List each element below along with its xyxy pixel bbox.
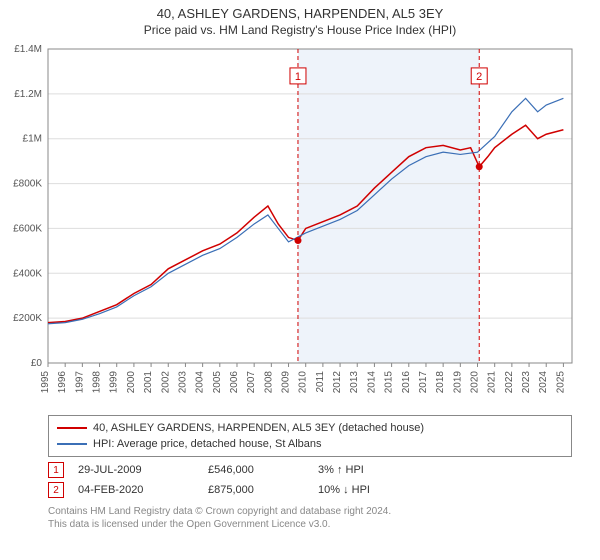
svg-text:£0: £0 — [31, 358, 43, 369]
svg-text:2021: 2021 — [487, 371, 498, 394]
svg-text:2008: 2008 — [263, 371, 274, 394]
event-price: £875,000 — [208, 484, 318, 496]
svg-text:2025: 2025 — [555, 371, 566, 394]
svg-text:1995: 1995 — [40, 371, 51, 394]
svg-text:2019: 2019 — [452, 371, 463, 394]
svg-text:£400K: £400K — [13, 268, 42, 279]
chart-title: 40, ASHLEY GARDENS, HARPENDEN, AL5 3EY — [0, 0, 600, 21]
event-date: 04-FEB-2020 — [78, 484, 208, 496]
svg-text:1: 1 — [295, 71, 301, 83]
legend-swatch — [57, 427, 87, 429]
svg-text:1997: 1997 — [74, 371, 85, 394]
svg-text:2010: 2010 — [298, 371, 309, 394]
svg-text:£1.2M: £1.2M — [14, 89, 42, 100]
svg-text:2009: 2009 — [281, 371, 292, 394]
svg-text:2: 2 — [476, 71, 482, 83]
svg-text:£1M: £1M — [23, 134, 42, 145]
event-price: £546,000 — [208, 464, 318, 476]
event-date: 29-JUL-2009 — [78, 464, 208, 476]
event-pct: 3% ↑ HPI — [318, 464, 448, 476]
svg-text:1996: 1996 — [57, 371, 68, 394]
svg-text:2020: 2020 — [470, 371, 481, 394]
footer-line: This data is licensed under the Open Gov… — [48, 518, 572, 531]
footer-line: Contains HM Land Registry data © Crown c… — [48, 505, 572, 518]
svg-text:1999: 1999 — [109, 371, 120, 394]
svg-text:2022: 2022 — [504, 371, 515, 394]
legend-item: HPI: Average price, detached house, St A… — [57, 436, 563, 452]
line-chart-svg: £0 £200K £400K £600K £800K £1M £1.2M £1.4M 1995 1… — [0, 41, 600, 411]
svg-text:2005: 2005 — [212, 371, 223, 394]
footer-attribution: Contains HM Land Registry data © Crown c… — [48, 505, 572, 531]
legend-item: 40, ASHLEY GARDENS, HARPENDEN, AL5 3EY (… — [57, 420, 563, 436]
svg-text:2014: 2014 — [366, 371, 377, 394]
svg-text:2001: 2001 — [143, 371, 154, 394]
event-row: 1 29-JUL-2009 £546,000 3% ↑ HPI — [48, 461, 572, 479]
svg-text:2013: 2013 — [349, 371, 360, 394]
svg-text:2007: 2007 — [246, 371, 257, 394]
svg-text:2003: 2003 — [177, 371, 188, 394]
svg-text:2004: 2004 — [195, 371, 206, 394]
svg-text:2006: 2006 — [229, 371, 240, 394]
event-marker-badge: 2 — [48, 482, 64, 498]
svg-text:£600K: £600K — [13, 223, 42, 234]
svg-text:2012: 2012 — [332, 371, 343, 394]
svg-text:£1.4M: £1.4M — [14, 44, 42, 55]
event-pct: 10% ↓ HPI — [318, 484, 448, 496]
svg-text:2015: 2015 — [384, 371, 395, 394]
legend: 40, ASHLEY GARDENS, HARPENDEN, AL5 3EY (… — [48, 415, 572, 457]
event-marker-badge: 1 — [48, 462, 64, 478]
legend-label: HPI: Average price, detached house, St A… — [93, 438, 322, 450]
chart-subtitle: Price paid vs. HM Land Registry's House … — [0, 21, 600, 41]
event-row: 2 04-FEB-2020 £875,000 10% ↓ HPI — [48, 481, 572, 499]
svg-text:2023: 2023 — [521, 371, 532, 394]
svg-text:£800K: £800K — [13, 179, 42, 190]
svg-text:2000: 2000 — [126, 371, 137, 394]
chart-plot-area: £0 £200K £400K £600K £800K £1M £1.2M £1.4M 1995 1… — [0, 41, 600, 411]
legend-label: 40, ASHLEY GARDENS, HARPENDEN, AL5 3EY (… — [93, 422, 424, 434]
svg-text:2002: 2002 — [160, 371, 171, 394]
svg-text:2017: 2017 — [418, 371, 429, 394]
svg-text:2024: 2024 — [538, 371, 549, 394]
legend-swatch — [57, 443, 87, 445]
svg-text:2018: 2018 — [435, 371, 446, 394]
svg-text:1998: 1998 — [92, 371, 103, 394]
svg-text:2016: 2016 — [401, 371, 412, 394]
chart-container: 40, ASHLEY GARDENS, HARPENDEN, AL5 3EY P… — [0, 0, 600, 560]
svg-text:2011: 2011 — [315, 371, 326, 393]
svg-text:£200K: £200K — [13, 313, 42, 324]
